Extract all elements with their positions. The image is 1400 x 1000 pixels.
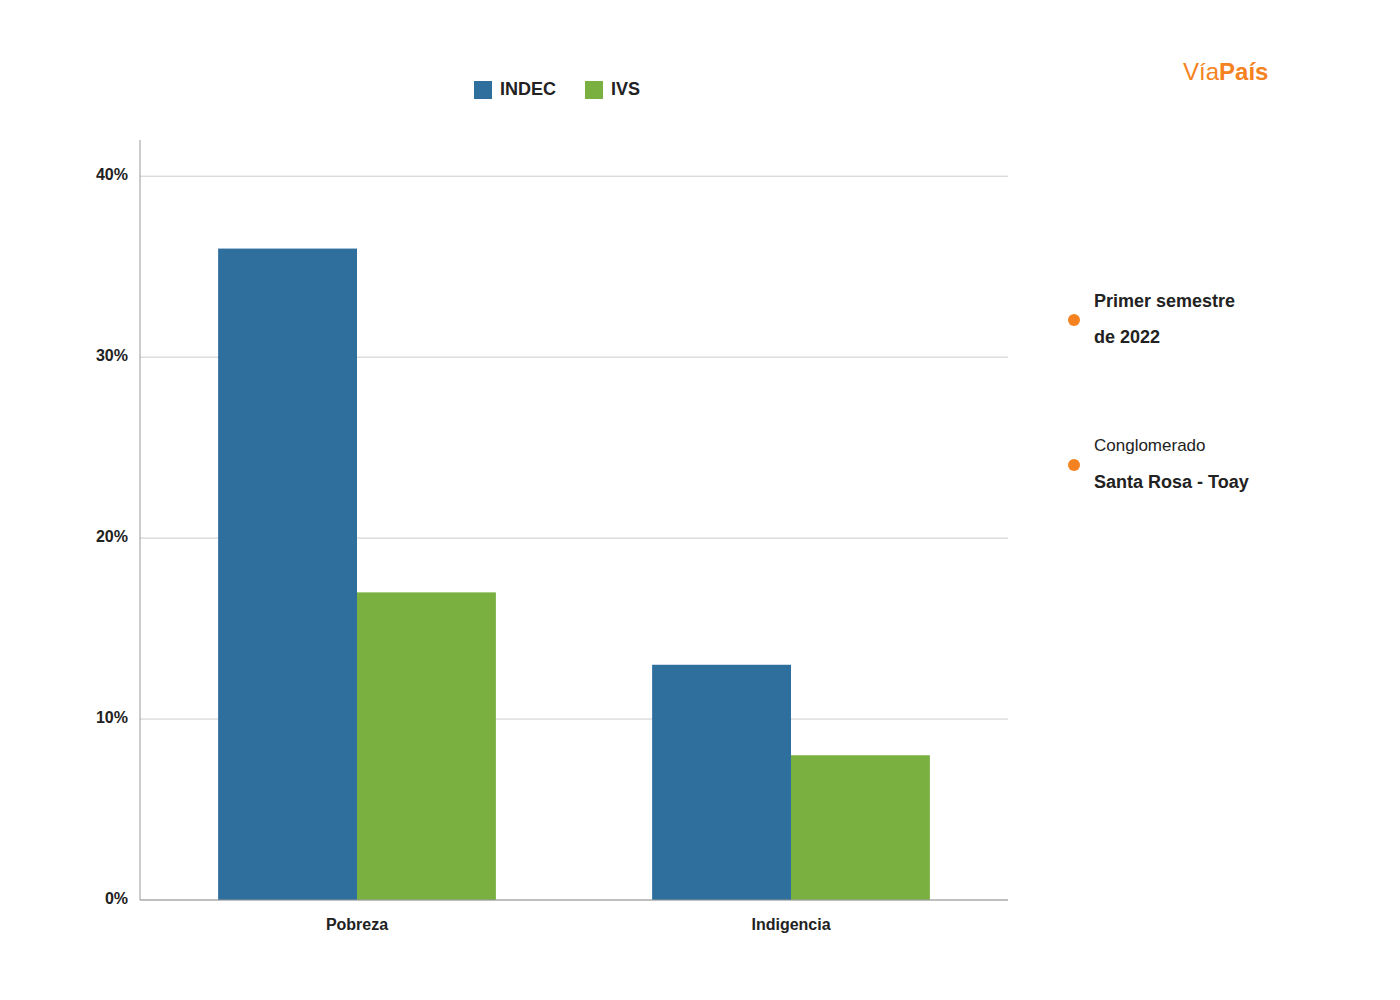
annotation-text: de 2022 [1094, 327, 1160, 347]
x-tick-label: Indigencia [751, 916, 830, 933]
annotation-bullet [1068, 314, 1080, 326]
annotation: Conglomerado Santa Rosa - Toay [1068, 436, 1249, 491]
annotation: Primer semestre de 2022 [1068, 291, 1235, 347]
y-tick-label: 10% [96, 709, 128, 726]
grid [140, 176, 1008, 900]
y-tick-label: 30% [96, 347, 128, 364]
legend: INDEC IVS [474, 79, 640, 99]
y-axis-line [140, 140, 141, 900]
legend-label: INDEC [500, 79, 556, 99]
y-tick-label: 20% [96, 528, 128, 545]
chart: 0% 10% 20% 30% 40% Pobreza Indigencia INDEC IVS V… [0, 0, 1400, 1000]
grid-line [140, 176, 1008, 177]
legend-swatch [585, 81, 603, 99]
legend-label: IVS [611, 79, 640, 99]
grid-line [140, 900, 1008, 901]
chart-container: 0% 10% 20% 30% 40% Pobreza Indigencia INDEC IVS V… [0, 0, 1400, 1000]
annotation-bullet [1068, 459, 1080, 471]
y-tick-label: 0% [105, 890, 128, 907]
bar [652, 665, 791, 900]
brand-part: Vía [1183, 58, 1220, 85]
annotation-text: Santa Rosa - Toay [1094, 472, 1249, 492]
x-axis-line [140, 900, 1008, 901]
brand-part: País [1219, 58, 1268, 85]
legend-swatch [474, 81, 492, 99]
bar [357, 592, 496, 900]
x-tick-label: Pobreza [326, 916, 388, 933]
bar [218, 249, 357, 900]
annotation-text: Conglomerado [1094, 436, 1206, 455]
bars [218, 249, 930, 900]
annotation-text: Primer semestre [1094, 291, 1235, 311]
bar [791, 755, 930, 900]
brand: VíaPaís [1183, 58, 1268, 85]
y-tick-label: 40% [96, 166, 128, 183]
background [0, 0, 1400, 1000]
